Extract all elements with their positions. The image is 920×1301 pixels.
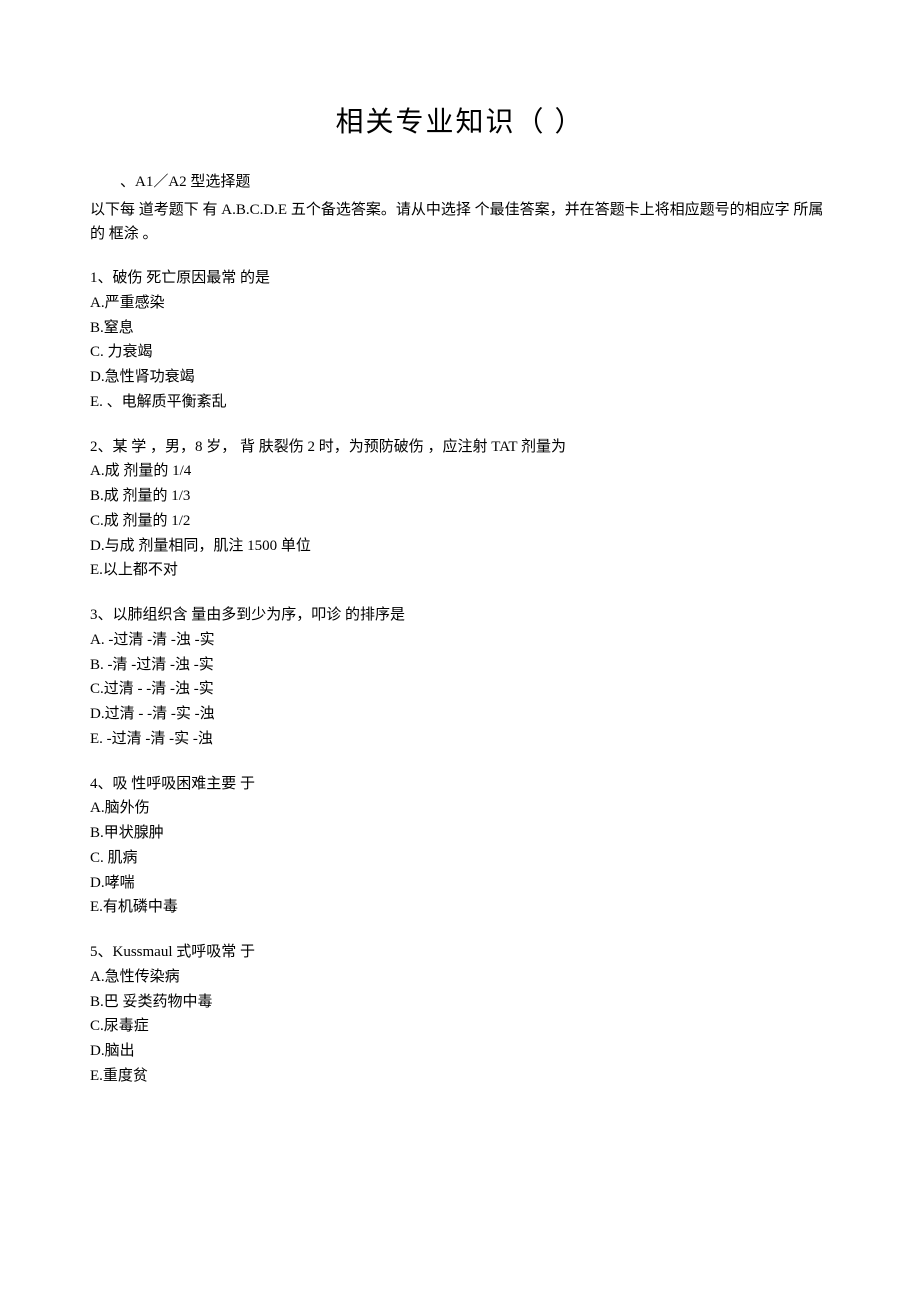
question-block: 1、破伤 死亡原因最常 的是 A.严重感染 B.窒息 C. 力衰竭 D.急性肾功… [90,266,830,415]
question-option: B.成 剂量的 1/3 [90,484,830,509]
question-block: 2、某 学 ，男，8 岁， 背 肤裂伤 2 时，为预防破伤 ，应注射 TAT 剂… [90,435,830,584]
question-stem: 4、吸 性呼吸困难主要 于 [90,772,830,797]
page-title: 相关专业知识（ ） [90,100,830,140]
question-stem: 2、某 学 ，男，8 岁， 背 肤裂伤 2 时，为预防破伤 ，应注射 TAT 剂… [90,435,830,460]
section-header: 、A1／A2 型选择题 [90,170,830,194]
question-stem: 1、破伤 死亡原因最常 的是 [90,266,830,291]
question-option: E.以上都不对 [90,558,830,583]
question-option: A.成 剂量的 1/4 [90,459,830,484]
question-option: B. -清 -过清 -浊 -实 [90,653,830,678]
question-option: C. 力衰竭 [90,340,830,365]
question-option: A.严重感染 [90,291,830,316]
question-option: B.巴 妥类药物中毒 [90,990,830,1015]
instruction-text: 以下每 道考题下 有 A.B.C.D.E 五个备选答案。请从中选择 个最佳答案，… [90,198,830,246]
question-option: D.哮喘 [90,871,830,896]
question-block: 5、Kussmaul 式呼吸常 于 A.急性传染病 B.巴 妥类药物中毒 C.尿… [90,940,830,1089]
question-option: E.有机磷中毒 [90,895,830,920]
question-option: B.甲状腺肿 [90,821,830,846]
question-option: E. -过清 -清 -实 -浊 [90,727,830,752]
question-option: D.过清 - -清 -实 -浊 [90,702,830,727]
question-option: A.急性传染病 [90,965,830,990]
question-option: B.窒息 [90,316,830,341]
question-option: C.成 剂量的 1/2 [90,509,830,534]
question-option: D.急性肾功衰竭 [90,365,830,390]
question-stem: 5、Kussmaul 式呼吸常 于 [90,940,830,965]
question-option: D.与成 剂量相同，肌注 1500 单位 [90,534,830,559]
question-option: E.重度贫 [90,1064,830,1089]
question-option: C.过清 - -清 -浊 -实 [90,677,830,702]
question-option: A.脑外伤 [90,796,830,821]
page-container: 相关专业知识（ ） 、A1／A2 型选择题 以下每 道考题下 有 A.B.C.D… [0,0,920,1169]
question-option: C.尿毒症 [90,1014,830,1039]
question-block: 4、吸 性呼吸困难主要 于 A.脑外伤 B.甲状腺肿 C. 肌病 D.哮喘 E.… [90,772,830,921]
question-option: C. 肌病 [90,846,830,871]
question-option: D.脑出 [90,1039,830,1064]
question-option: E. 、电解质平衡紊乱 [90,390,830,415]
question-option: A. -过清 -清 -浊 -实 [90,628,830,653]
question-stem: 3、以肺组织含 量由多到少为序，叩诊 的排序是 [90,603,830,628]
question-block: 3、以肺组织含 量由多到少为序，叩诊 的排序是 A. -过清 -清 -浊 -实 … [90,603,830,752]
